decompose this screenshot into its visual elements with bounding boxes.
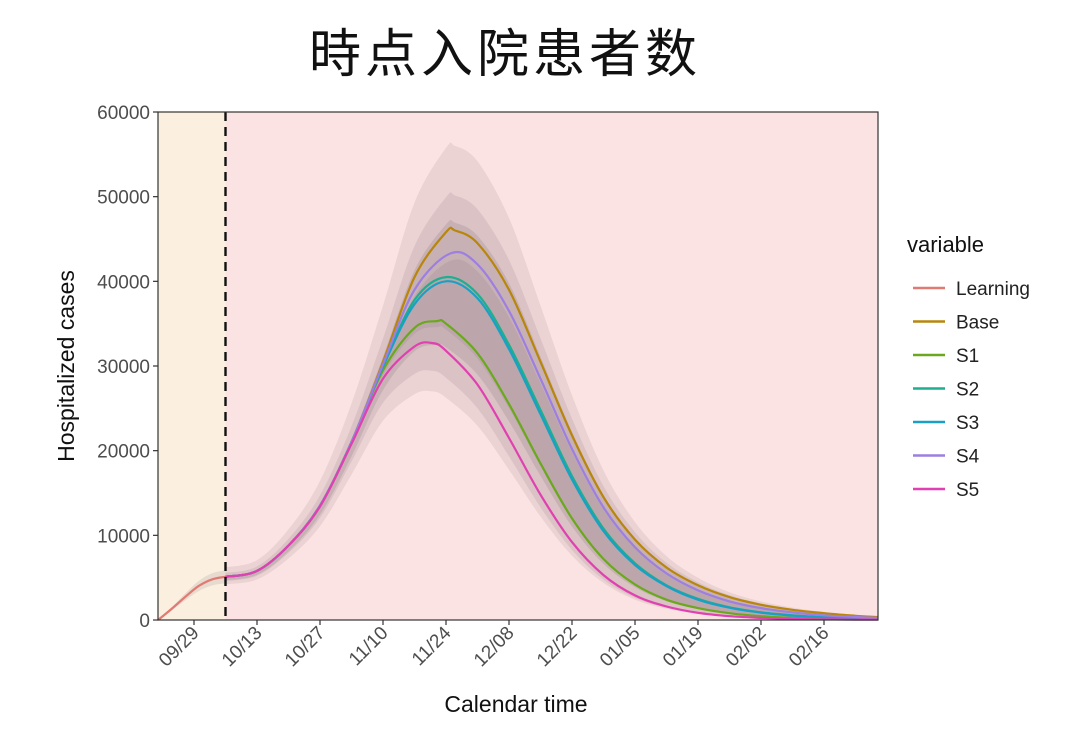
y-tick-label: 50000 — [97, 188, 150, 209]
x-tick-label: 01/19 — [659, 623, 707, 671]
x-tick-label: 12/22 — [533, 623, 581, 671]
page-title: 時点入院患者数 — [308, 25, 701, 85]
legend-label-s5: S5 — [956, 480, 979, 501]
y-tick-label: 0 — [139, 611, 150, 632]
band-learning — [158, 570, 226, 620]
y-tick-label: 30000 — [97, 357, 150, 378]
x-tick-label: 02/02 — [722, 623, 770, 671]
series-line-learning — [157, 575, 226, 621]
learning-period-background — [158, 112, 226, 620]
x-tick-label: 10/27 — [281, 623, 329, 671]
plot-background — [158, 112, 878, 620]
x-tick-label: 02/16 — [785, 623, 833, 671]
legend-label-s4: S4 — [956, 447, 980, 468]
x-tick-label: 11/24 — [408, 622, 456, 670]
band-outer — [225, 142, 878, 620]
y-tick-label: 40000 — [97, 272, 150, 293]
band-inner — [225, 219, 878, 620]
x-tick-label: 09/29 — [155, 623, 203, 671]
legend-label-s3: S3 — [956, 413, 979, 434]
x-tick-label: 12/08 — [470, 623, 518, 671]
legend-label-s1: S1 — [956, 346, 979, 367]
series-line-s5 — [225, 341, 879, 621]
series-lines — [157, 226, 879, 621]
y-tick-label: 10000 — [97, 526, 150, 547]
y-tick-label: 20000 — [97, 442, 150, 463]
legend-label-base: Base — [956, 313, 999, 334]
legend: variable Learning Base S1 S2 S3 S4 S5 — [907, 232, 1030, 501]
legend-title: variable — [907, 232, 984, 257]
x-tick-label: 01/05 — [596, 623, 644, 671]
x-axis-title: Calendar time — [444, 691, 587, 717]
legend-label-s2: S2 — [956, 380, 979, 401]
y-axis-title: Hospitalized cases — [53, 270, 79, 462]
x-tick-label: 11/10 — [345, 623, 392, 670]
legend-label-learning: Learning — [956, 279, 1030, 300]
forecast-period-background — [225, 112, 878, 620]
x-tick-label: 10/13 — [218, 623, 266, 671]
y-tick-label: 60000 — [97, 103, 150, 124]
